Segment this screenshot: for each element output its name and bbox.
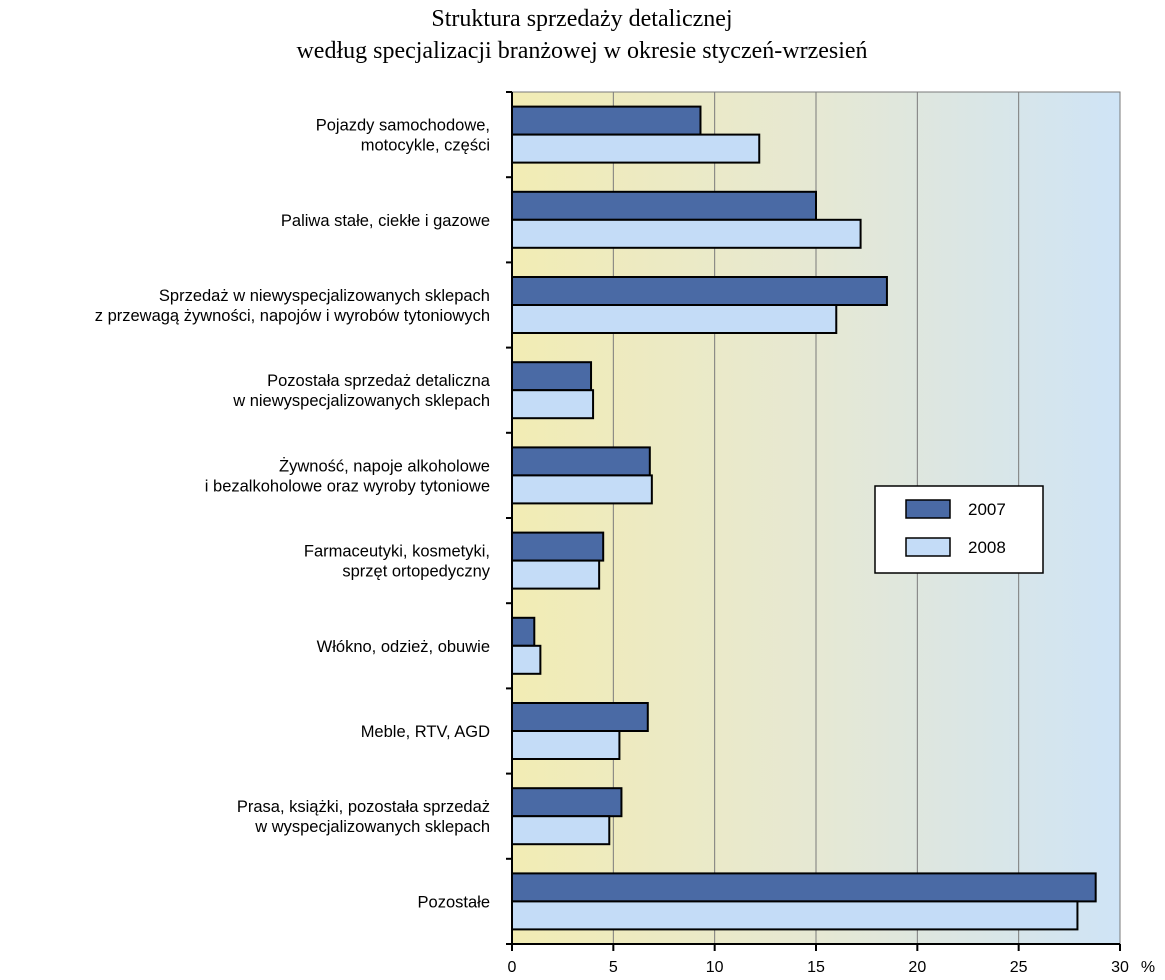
category-label: Pojazdy samochodowe, [316, 117, 490, 135]
legend-label-2008: 2008 [968, 538, 1006, 557]
category-label: i bezalkoholowe oraz wyroby tytoniowe [205, 477, 490, 495]
bar-2008 [511, 218, 862, 249]
category-label: Sprzedaż w niewyspecjalizowanych sklepac… [159, 287, 490, 305]
category-label: Pozostałe [418, 893, 490, 911]
bar-2008 [511, 644, 542, 675]
x-tick-label: 25 [1010, 959, 1028, 976]
category-label: Farmaceutyki, kosmetyki, [304, 543, 490, 561]
x-tick-label: 15 [807, 959, 825, 976]
bar-2007 [511, 446, 651, 477]
bar-2008 [511, 559, 601, 590]
bar-2008 [511, 474, 653, 505]
bar-2008 [511, 304, 838, 334]
bar-2008 [511, 133, 761, 164]
category-label: motocykle, części [361, 137, 490, 155]
bar-2008 [511, 815, 611, 846]
bar-2007 [511, 276, 888, 306]
bar-2007 [511, 531, 605, 562]
x-tick-label: 20 [908, 959, 926, 976]
category-label: z przewagą żywności, napojów i wyrobów t… [95, 307, 490, 325]
category-label: Meble, RTV, AGD [361, 723, 490, 741]
bar-2007 [511, 787, 623, 818]
x-tick-label: 30 [1111, 959, 1129, 976]
category-label: sprzęt ortopedyczny [342, 563, 490, 581]
bar-2007 [511, 361, 593, 392]
x-tick-label: 5 [609, 959, 618, 976]
category-label: Żywność, napoje alkoholowe [279, 456, 490, 475]
bar-2007 [511, 702, 649, 732]
bar-2007 [511, 105, 702, 136]
category-label: w wyspecjalizowanych sklepach [254, 818, 490, 836]
legend-label-2007: 2007 [968, 500, 1006, 519]
x-tick-label: 0 [508, 959, 517, 976]
category-label: Pozostała sprzedaż detaliczna [267, 372, 491, 390]
x-axis-unit: % [1141, 959, 1155, 976]
bar-2007 [511, 616, 536, 647]
legend-swatch-2007 [905, 499, 951, 519]
chart-title-line: Struktura sprzedaży detalicznej [431, 6, 732, 32]
bar-2008 [511, 900, 1079, 931]
category-label: Włókno, odzież, obuwie [317, 638, 490, 656]
x-tick-label: 10 [706, 959, 724, 976]
chart-title-line: według specjalizacji branżowej w okresie… [296, 38, 867, 64]
category-label: w niewyspecjalizowanych sklepach [232, 392, 490, 410]
legend-swatch-2008 [905, 537, 951, 557]
bar-2008 [511, 730, 621, 760]
category-label: Prasa, książki, pozostała sprzedaż [237, 798, 490, 816]
bar-2007 [511, 190, 817, 221]
category-label: Paliwa stałe, ciekłe i gazowe [281, 212, 490, 230]
bar-2008 [511, 389, 595, 420]
legend [874, 485, 1044, 574]
bar-2007 [511, 872, 1097, 903]
